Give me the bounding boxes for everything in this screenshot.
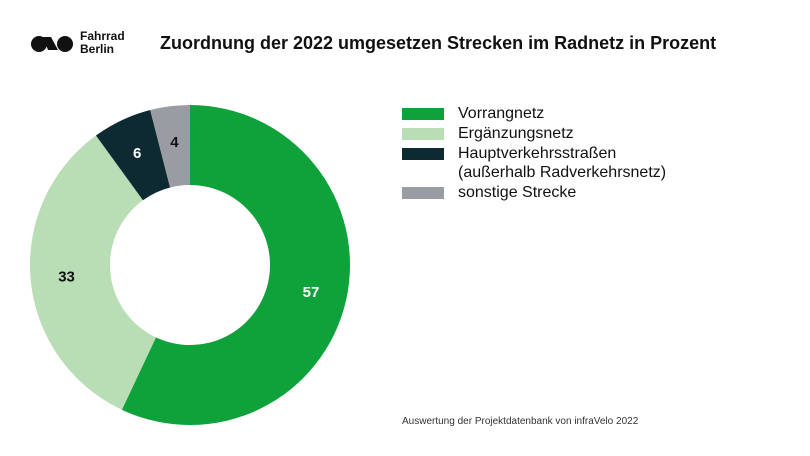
slice-value-label-3: 4 [170,134,179,151]
legend-swatch [402,187,444,199]
legend-item-2: Hauptverkehrsstraßen (außerhalb Radverkeh… [402,144,732,182]
chart-title: Zuordnung der 2022 umgesetzen Strecken i… [160,33,717,53]
brand-logo: Fahrrad Berlin [30,30,125,56]
legend-swatch [402,128,444,140]
chart-legend: Vorrangnetz Ergänzungsnetz Hauptverkehrsst… [402,104,732,203]
slice-value-label-2: 6 [133,145,141,162]
donut-slice-0 [121,105,350,425]
donut-slices [29,105,350,425]
slice-value-label-1: 33 [58,269,75,286]
legend-label: sonstige Strecke [458,184,577,201]
slice-value-label-0: 57 [303,284,320,301]
source-note: Auswertung der Projektdatenbank von infr… [402,416,639,427]
brand-line-1: Fahrrad [80,29,125,43]
donut-slice-3 [150,105,190,188]
legend-swatch [402,148,444,160]
legend-label: Ergänzungsnetz [458,125,574,142]
brand-name: Fahrrad Berlin [80,30,125,56]
donut-chart: 57 33 6 4 [29,105,350,425]
bicycle-logo-icon [31,36,73,52]
legend-item-3: sonstige Strecke [402,183,732,202]
legend-label: Vorrangnetz [458,105,545,122]
brand-line-2: Berlin [80,42,115,56]
legend-swatch [402,108,444,120]
legend-label: Hauptverkehrsstraßen (außerhalb Radverkeh… [458,145,667,181]
donut-slice-1 [29,135,156,410]
donut-slice-2 [95,110,171,201]
legend-item-1: Ergänzungsnetz [402,124,732,143]
legend-item-0: Vorrangnetz [402,104,732,123]
donut-labels: 57 33 6 4 [58,134,319,301]
